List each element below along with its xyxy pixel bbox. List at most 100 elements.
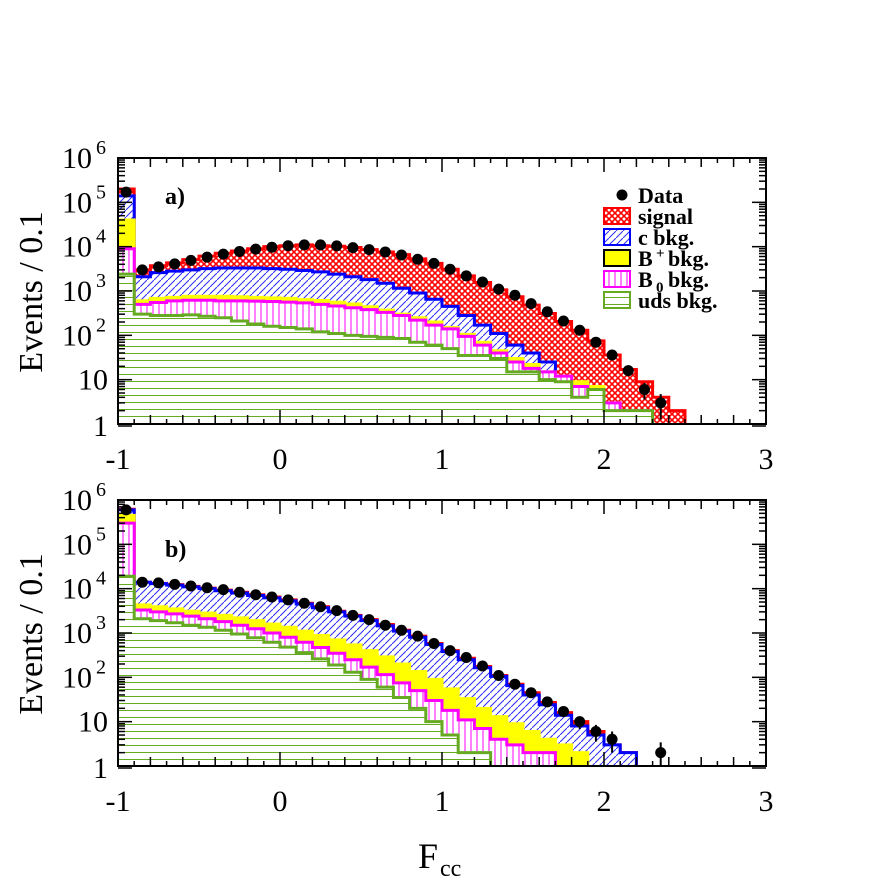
svg-text:10: 10 xyxy=(62,573,92,606)
data-point xyxy=(428,637,440,649)
legend-entry-c: c bkg. xyxy=(603,225,694,250)
data-point xyxy=(558,315,569,327)
svg-text:5: 5 xyxy=(96,181,106,203)
data-point xyxy=(444,263,456,275)
svg-text:1: 1 xyxy=(93,410,108,443)
data-point xyxy=(250,589,262,601)
panel-a-histograms xyxy=(118,187,687,424)
y-tick-label: 10 xyxy=(78,706,108,739)
y-tick-label: 10 5 xyxy=(62,181,106,219)
data-point xyxy=(169,578,181,590)
svg-text:6: 6 xyxy=(96,479,106,501)
data-point xyxy=(234,245,245,257)
data-point xyxy=(639,382,650,400)
data-point xyxy=(396,624,407,636)
data-point xyxy=(136,576,148,588)
data-point xyxy=(363,614,375,626)
data-point xyxy=(217,584,229,596)
data-point xyxy=(574,324,586,336)
panel-b-tag: b) xyxy=(165,537,186,563)
data-point xyxy=(541,306,553,318)
svg-text:c bkg.: c bkg. xyxy=(638,225,694,250)
svg-text:10: 10 xyxy=(62,484,92,517)
x-axis-label: F cc xyxy=(418,836,461,882)
panel-a-y-axis-label: Events / 0.1 xyxy=(13,211,50,372)
svg-text:10: 10 xyxy=(62,275,92,308)
svg-text:10: 10 xyxy=(62,661,92,694)
svg-text:6: 6 xyxy=(96,137,106,159)
data-point xyxy=(477,276,488,288)
data-point xyxy=(493,669,505,681)
hist-c-outline xyxy=(118,508,638,766)
svg-text:10: 10 xyxy=(62,231,92,264)
y-tick-label: 10 2 xyxy=(62,656,106,694)
panel-a-tag: a) xyxy=(165,184,185,210)
data-point xyxy=(412,630,424,642)
panel-b-y-axis-label: Events / 0.1 xyxy=(13,553,50,714)
svg-text:3: 3 xyxy=(96,612,106,634)
data-point xyxy=(622,365,634,377)
data-point xyxy=(169,258,181,270)
svg-text:uds bkg.: uds bkg. xyxy=(638,288,718,313)
hist-bplus-outline xyxy=(118,513,590,766)
data-point xyxy=(590,336,602,348)
data-point xyxy=(655,394,667,420)
x-tick-label: -1 xyxy=(106,785,131,818)
svg-text:2: 2 xyxy=(96,314,106,336)
x-tick-label: 3 xyxy=(759,785,774,818)
data-point xyxy=(606,349,618,361)
data-point xyxy=(460,270,472,282)
hist-uds-outline xyxy=(118,574,493,766)
data-point xyxy=(331,240,343,252)
y-tick-label: 10 6 xyxy=(62,137,106,175)
x-tick-label: 1 xyxy=(435,785,450,818)
panel-b-histograms xyxy=(118,507,638,766)
svg-text:+: + xyxy=(656,246,665,262)
svg-text:10: 10 xyxy=(62,319,92,352)
y-tick-label: 1 xyxy=(93,410,108,443)
data-point xyxy=(428,257,440,269)
svg-text:2: 2 xyxy=(96,656,106,678)
data-point xyxy=(315,601,326,613)
x-tick-label: 2 xyxy=(597,785,612,818)
data-point xyxy=(574,716,586,729)
legend-entry-data: Data xyxy=(616,183,683,208)
panel-a-data-points xyxy=(120,186,667,420)
svg-text:10: 10 xyxy=(62,186,92,219)
data-point xyxy=(379,246,391,258)
data-point xyxy=(379,619,391,631)
panel-b-data-points xyxy=(120,504,667,766)
x-axis-label-subscript: cc xyxy=(440,856,461,882)
y-tick-label: 10 2 xyxy=(62,314,106,352)
svg-text:1: 1 xyxy=(93,752,108,785)
data-point xyxy=(250,243,262,255)
svg-text:B: B xyxy=(638,246,653,271)
data-point xyxy=(201,251,213,263)
svg-text:Data: Data xyxy=(638,183,683,208)
data-point xyxy=(525,298,537,310)
hist-uds-outline xyxy=(118,272,655,424)
y-tick-label: 10 3 xyxy=(62,270,106,308)
data-point xyxy=(185,580,197,592)
y-tick-label: 1 xyxy=(93,752,108,785)
svg-text:bkg.: bkg. xyxy=(668,267,709,292)
x-tick-label: 0 xyxy=(273,443,288,476)
y-tick-label: 10 5 xyxy=(62,523,106,561)
svg-text:10: 10 xyxy=(62,528,92,561)
legend-entry-signal: signal xyxy=(603,204,693,229)
x-tick-label: 0 xyxy=(273,785,288,818)
data-point xyxy=(266,241,278,253)
svg-text:B: B xyxy=(638,267,653,292)
data-point xyxy=(185,254,197,266)
x-tick-label: -1 xyxy=(106,443,131,476)
data-point xyxy=(153,577,164,589)
y-tick-label: 10 6 xyxy=(62,479,106,517)
data-point xyxy=(460,652,472,664)
data-point xyxy=(590,724,602,742)
legend-entry-uds: uds bkg. xyxy=(603,288,718,313)
svg-text:4: 4 xyxy=(96,568,106,590)
y-tick-label: 10 4 xyxy=(62,226,106,264)
data-point xyxy=(444,645,456,657)
data-point xyxy=(493,283,505,295)
